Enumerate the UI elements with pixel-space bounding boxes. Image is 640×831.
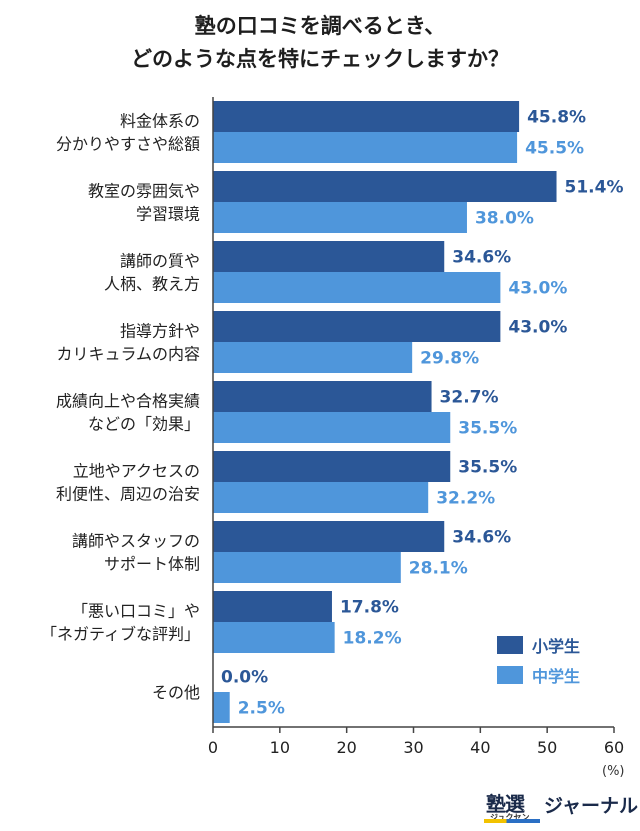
data-label-series-2: 45.5% [525, 139, 584, 159]
category-label: 立地やアクセスの [73, 462, 200, 481]
logo-sub-text: ジュクセン [490, 813, 530, 822]
category-label: 講師の質や [120, 252, 200, 271]
bar-series-2 [213, 482, 429, 513]
bar-series-2 [213, 692, 230, 723]
category-label: 料金体系の [120, 112, 200, 131]
logo-text: ジャーナル [544, 795, 639, 817]
bar-series-1 [213, 101, 520, 132]
data-label-series-2: 38.0% [475, 209, 534, 229]
category-label: 教室の雰囲気や [88, 182, 200, 201]
legend: 小学生 中学生 [497, 630, 580, 690]
bar-series-1 [213, 241, 445, 272]
logo-mark: 塾選 ジュクセン [484, 788, 542, 824]
x-tick-label: 20 [336, 738, 356, 757]
bar-series-2 [213, 272, 501, 303]
data-label-series-1: 0.0% [221, 668, 268, 688]
data-label-series-1: 43.0% [508, 318, 567, 338]
category-label: 成績向上や合格実績 [56, 392, 200, 411]
category-label: 「悪い口コミ」や [72, 602, 200, 621]
data-label-series-1: 34.6% [452, 248, 511, 268]
bar-series-2 [213, 622, 335, 653]
category-label: 人柄、教え方 [104, 275, 200, 294]
bar-series-1 [213, 171, 557, 202]
data-label-series-1: 35.5% [458, 458, 517, 478]
category-label: 講師やスタッフの [72, 532, 200, 551]
category-label: サポート体制 [104, 555, 200, 574]
x-tick-label: 60 [604, 738, 624, 757]
bar-series-2 [213, 412, 451, 443]
bar-series-2 [213, 132, 518, 163]
data-label-series-1: 45.8% [527, 108, 586, 128]
category-label: 分かりやすさや総額 [56, 135, 200, 154]
x-tick-label: 40 [470, 738, 490, 757]
data-label-series-2: 43.0% [508, 279, 567, 299]
bar-series-2 [213, 552, 401, 583]
logo-stripe [484, 819, 540, 823]
x-tick-label: 50 [537, 738, 557, 757]
legend-item-series-1: 小学生 [497, 630, 580, 660]
bar-series-1 [213, 381, 432, 412]
legend-swatch-series-2 [497, 666, 523, 684]
category-label: 指導方針や [120, 322, 200, 341]
category-label: 「ネガティブな評判」 [41, 625, 200, 644]
legend-label-series-1: 小学生 [532, 637, 581, 656]
bar-series-1 [213, 311, 501, 342]
data-label-series-2: 35.5% [458, 419, 517, 439]
category-label: 利便性、周辺の治安 [56, 485, 200, 504]
data-label-series-1: 34.6% [452, 528, 511, 548]
category-label: などの「効果」 [88, 415, 200, 434]
bar-series-2 [213, 342, 413, 373]
data-label-series-1: 51.4% [565, 178, 624, 198]
x-tick-label: 0 [208, 738, 218, 757]
legend-label-series-2: 中学生 [532, 667, 581, 686]
data-label-series-2: 28.1% [409, 559, 468, 579]
bar-series-1 [213, 451, 451, 482]
bar-series-2 [213, 202, 467, 233]
legend-swatch-series-1 [497, 636, 523, 654]
bar-series-1 [213, 521, 445, 552]
logo-main-text: 塾選 [486, 792, 525, 816]
x-tick-label: 10 [270, 738, 290, 757]
data-label-series-1: 32.7% [440, 388, 499, 408]
brand-logo: 塾選 ジュクセン ジャーナル [484, 788, 638, 824]
title-line-2: どのような点を特にチェックしますか？ [131, 47, 509, 71]
axis-unit-label: (%) [602, 764, 625, 779]
data-label-series-2: 2.5% [238, 699, 285, 719]
category-label: その他 [152, 683, 200, 702]
data-label-series-2: 18.2% [343, 629, 402, 649]
category-label: カリキュラムの内容 [56, 345, 200, 364]
data-label-series-2: 29.8% [420, 349, 479, 369]
data-label-series-2: 32.2% [436, 489, 495, 509]
category-label: 学習環境 [136, 205, 200, 224]
data-label-series-1: 17.8% [340, 598, 399, 618]
title-line-1: 塾の口コミを調べるとき、 [194, 14, 446, 38]
bar-series-1 [213, 591, 332, 622]
x-tick-label: 30 [403, 738, 423, 757]
legend-item-series-2: 中学生 [497, 660, 580, 690]
chart-title: 塾の口コミを調べるとき、 どのような点を特にチェックしますか？ [0, 10, 640, 76]
